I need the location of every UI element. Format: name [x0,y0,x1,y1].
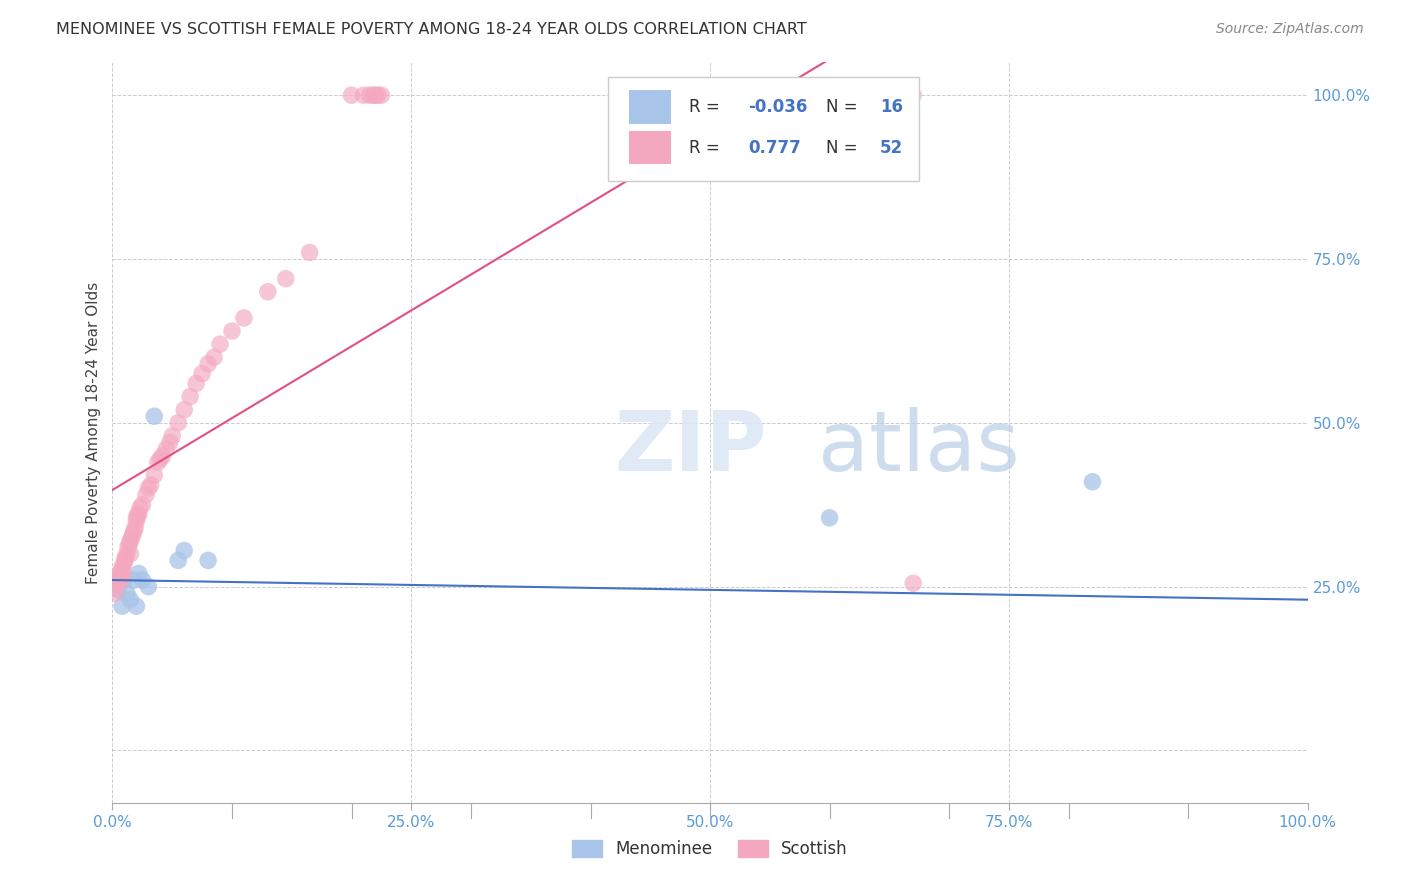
Point [121,527,143,541]
Bar [628,131,671,164]
Point [105,580,128,594]
Point [122,573,145,587]
Point [257,285,280,299]
Text: R =: R = [689,98,724,116]
Point [117,541,139,555]
Point [115,586,138,600]
Point [108,566,131,581]
Point [367,88,389,103]
Point [159,435,181,450]
Point [138,580,160,594]
Point [120,547,142,561]
FancyBboxPatch shape [609,78,920,181]
Point [105,576,128,591]
Point [903,88,925,103]
Point [131,498,153,512]
Point [340,88,363,103]
Point [139,478,162,492]
Text: N =: N = [825,138,863,157]
Point [124,521,146,535]
Point [179,390,201,404]
Point [233,310,256,325]
Point [1081,475,1104,489]
Text: MENOMINEE VS SCOTTISH FEMALE POVERTY AMONG 18-24 YEAR OLDS CORRELATION CHART: MENOMINEE VS SCOTTISH FEMALE POVERTY AMO… [56,22,807,37]
Point [111,599,134,614]
Point [173,402,195,417]
Point [149,451,172,466]
Point [162,429,183,443]
Text: N =: N = [825,98,863,116]
Point [128,508,150,522]
Legend: Menominee, Scottish: Menominee, Scottish [565,833,855,865]
Point [127,508,149,522]
Point [135,488,157,502]
Point [114,557,135,571]
Text: R =: R = [689,138,724,157]
Point [129,500,152,515]
Point [370,88,392,103]
Point [209,337,232,351]
Text: 16: 16 [880,98,903,116]
Point [107,570,129,584]
Point [131,573,153,587]
Point [364,88,387,103]
Point [143,468,166,483]
Point [197,357,219,371]
Point [298,245,321,260]
Point [111,560,134,574]
Point [107,582,129,597]
Point [152,449,174,463]
Point [359,88,381,103]
Point [191,367,214,381]
Point [111,563,134,577]
Point [104,586,127,600]
Point [118,537,141,551]
Point [114,550,136,565]
Text: 0.777: 0.777 [748,138,801,157]
Point [274,271,297,285]
Point [120,592,142,607]
Point [122,524,145,538]
Point [167,553,190,567]
Point [114,573,135,587]
Point [903,576,925,591]
Point [186,376,208,391]
Text: Source: ZipAtlas.com: Source: ZipAtlas.com [1216,22,1364,37]
Point [138,481,160,495]
Point [128,566,150,581]
Text: ZIP: ZIP [614,407,766,488]
Point [155,442,177,456]
Point [143,409,166,424]
Point [125,599,148,614]
Point [361,88,384,103]
Point [167,416,190,430]
Point [818,510,841,524]
Point [221,324,243,338]
Point [125,510,148,524]
Point [112,566,135,581]
Y-axis label: Female Poverty Among 18-24 Year Olds: Female Poverty Among 18-24 Year Olds [86,282,101,583]
Point [173,543,195,558]
Point [120,533,142,548]
Point [352,88,374,103]
Point [146,455,169,469]
Point [107,573,129,587]
Point [202,351,225,365]
Point [125,514,148,528]
Point [121,531,143,545]
Point [115,547,138,561]
Text: atlas: atlas [818,407,1019,488]
Bar [628,90,671,123]
Point [114,553,135,567]
Point [110,573,132,587]
Text: -0.036: -0.036 [748,98,807,116]
Text: 52: 52 [880,138,903,157]
Point [197,553,219,567]
